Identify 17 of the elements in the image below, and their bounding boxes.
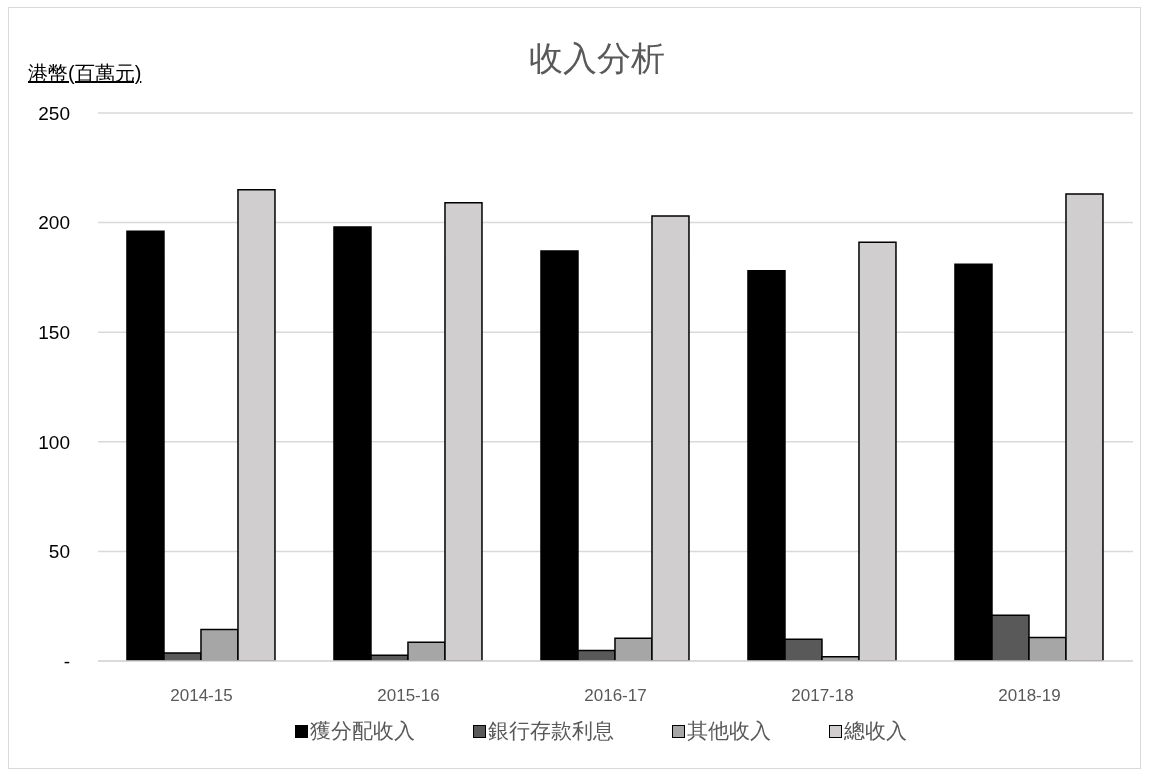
- x-tick-label: 2015-16: [377, 686, 440, 706]
- x-tick-label: 2017-18: [791, 686, 854, 706]
- y-tick-label: 50: [48, 541, 70, 563]
- y-axis-title: 港幣(百萬元): [28, 61, 142, 86]
- x-tick-label: 2018-19: [998, 686, 1061, 706]
- y-tick-label: -: [63, 650, 70, 672]
- legend-label: 獲分配收入: [309, 718, 415, 744]
- x-tick-label: 2014-15: [170, 686, 233, 706]
- y-tick-label: 100: [38, 431, 70, 453]
- chart-title: 收入分析: [528, 39, 665, 77]
- x-tick-label: 2016-17: [584, 686, 647, 706]
- y-tick-label: 150: [38, 321, 70, 343]
- y-tick-label: 200: [38, 212, 70, 234]
- y-tick-label: 250: [38, 102, 70, 124]
- legend-label: 銀行存款利息: [487, 718, 614, 744]
- legend-label: 總收入: [843, 718, 907, 744]
- legend-label: 其他收入: [686, 718, 771, 744]
